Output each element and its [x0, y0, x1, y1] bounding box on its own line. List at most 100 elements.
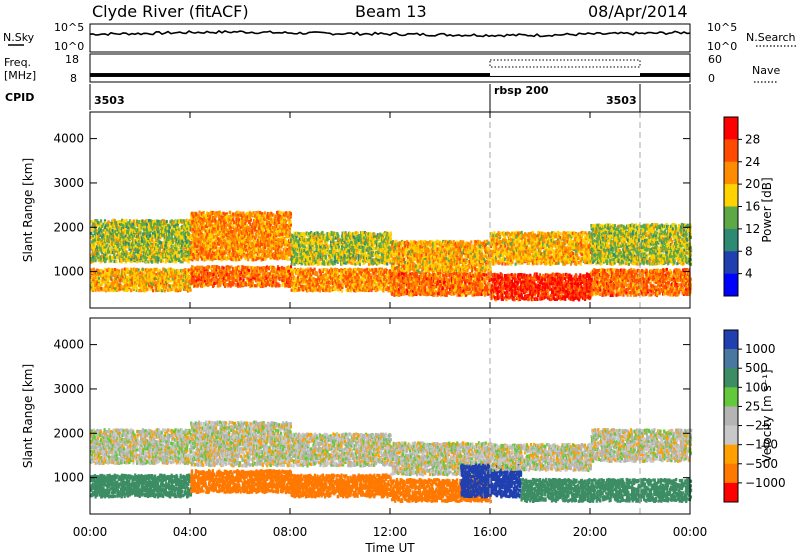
freq-label: Freq.	[4, 56, 31, 69]
heatmap-cell	[180, 260, 182, 263]
heatmap-cell	[336, 232, 338, 235]
heatmap-cell	[140, 231, 142, 234]
heatmap-cell	[275, 275, 277, 278]
heatmap-cell	[115, 260, 117, 263]
heatmap-cell	[146, 223, 148, 226]
heatmap-cell	[151, 239, 153, 242]
heatmap-cell	[121, 260, 123, 263]
heatmap-cell	[272, 281, 274, 284]
heatmap-cell	[218, 266, 220, 269]
heatmap-cell	[220, 212, 222, 215]
nave-box	[490, 60, 640, 67]
heatmap-cell	[100, 287, 102, 290]
beam-title: Beam 13	[355, 2, 427, 21]
noise-series-line	[90, 31, 690, 37]
heatmap-cell	[215, 276, 217, 279]
heatmap-cell	[214, 282, 216, 285]
freq-tick-bottom: 8	[70, 72, 77, 85]
heatmap-cell	[177, 255, 179, 258]
station-title: Clyde River (fitACF)	[92, 2, 249, 21]
heatmap-cell	[279, 230, 281, 233]
heatmap-cell	[132, 223, 134, 226]
heatmap-cell	[290, 221, 292, 224]
heatmap-cell	[198, 211, 200, 214]
heatmap-cell	[100, 219, 102, 222]
heatmap-cell	[335, 249, 337, 252]
heatmap-cell	[167, 243, 169, 246]
heatmap-cell	[283, 267, 285, 270]
heatmap-cell	[111, 287, 113, 290]
freq-series	[90, 60, 690, 77]
heatmap-cell	[229, 211, 231, 214]
heatmap-cell	[109, 268, 111, 271]
heatmap-cell	[108, 250, 110, 253]
heatmap-cell	[238, 267, 240, 270]
heatmap-cell	[204, 239, 206, 242]
heatmap-cell	[107, 283, 109, 286]
heatmap-cell	[133, 220, 135, 223]
heatmap-cell	[168, 237, 170, 240]
freq-band-2	[490, 76, 640, 77]
heatmap-cell	[193, 256, 195, 259]
cpid-segment-label: 3503	[94, 94, 125, 107]
heatmap-cell	[91, 229, 93, 232]
heatmap-cell	[180, 277, 182, 280]
heatmap-cell	[258, 254, 260, 257]
heatmap-cell	[107, 278, 109, 281]
noise-right-tick-top: 10^5	[707, 21, 737, 34]
nave-tick-bottom: 0	[708, 72, 715, 85]
heatmap-cell	[175, 251, 177, 254]
heatmap-cell	[296, 253, 298, 256]
heatmap-cell	[201, 285, 203, 288]
heatmap-cell	[109, 247, 111, 250]
heatmap-cell	[291, 262, 293, 265]
heatmap-cell	[97, 252, 99, 255]
heatmap-cell	[159, 246, 161, 249]
heatmap-cell	[264, 222, 266, 225]
heatmap-cell	[282, 236, 284, 239]
heatmap-cell	[224, 240, 226, 243]
heatmap-cell	[181, 236, 183, 239]
heatmap-cell	[214, 265, 216, 268]
heatmap-cell	[225, 251, 227, 254]
heatmap-cell	[255, 249, 257, 252]
heatmap-cell	[104, 221, 106, 224]
heatmap-cell	[259, 211, 261, 214]
heatmap-cell	[233, 221, 235, 224]
heatmap-cell	[168, 247, 170, 250]
heatmap-cell	[203, 267, 205, 270]
heatmap-cell	[250, 219, 252, 222]
heatmap-cell	[125, 219, 127, 222]
heatmap-cell	[114, 256, 116, 259]
heatmap-cell	[232, 212, 234, 215]
date-title: 08/Apr/2014	[588, 2, 688, 21]
heatmap-cell	[349, 232, 351, 235]
heatmap-cell	[138, 268, 140, 271]
heatmap-cell	[254, 228, 256, 231]
heatmap-cell	[325, 257, 327, 260]
cpid-segment-label: 3503	[606, 94, 637, 107]
noise-tick-bottom: 10^0	[54, 40, 84, 53]
heatmap-cell	[253, 211, 255, 214]
cpid-label: CPID	[5, 91, 34, 104]
heatmap-cell	[128, 252, 130, 255]
heatmap-cell	[318, 262, 320, 265]
heatmap-cell	[184, 271, 186, 274]
freq-band-3	[640, 73, 690, 77]
heatmap-cell	[190, 289, 192, 292]
heatmap-cell	[102, 223, 104, 226]
heatmap-cell	[185, 237, 187, 240]
heatmap-cell	[281, 284, 283, 287]
heatmap-cell	[235, 258, 237, 261]
heatmap-cell	[242, 266, 244, 269]
heatmap-cell	[162, 260, 164, 263]
heatmap-cell	[112, 229, 114, 232]
heatmap-cell	[101, 255, 103, 258]
heatmap-cell	[181, 252, 183, 255]
heatmap-cell	[248, 269, 250, 272]
heatmap-cell	[344, 254, 346, 257]
heatmap-cell	[137, 272, 139, 275]
heatmap-cell	[93, 242, 95, 245]
